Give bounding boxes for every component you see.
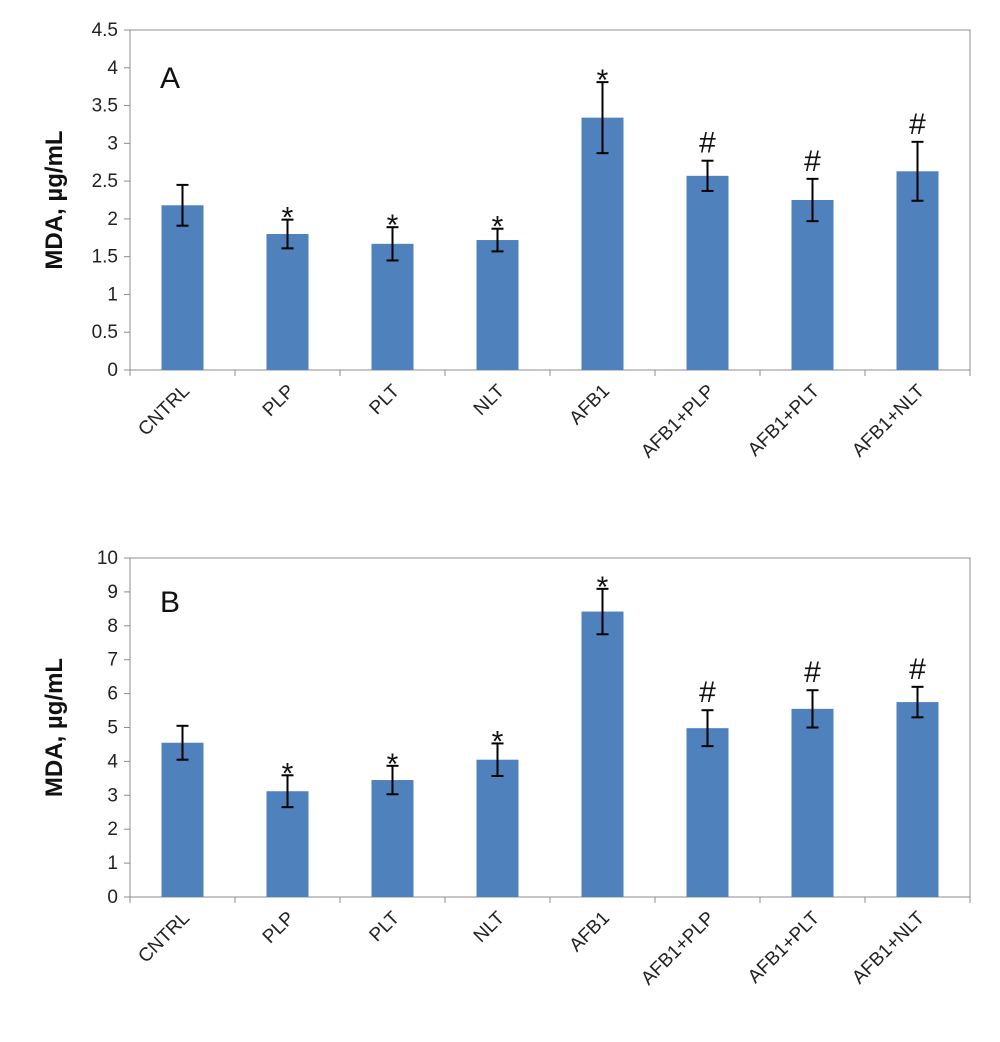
panel-a-y-tick-label: 3.5 <box>92 96 118 117</box>
panel-b-panel-label: B <box>160 586 180 619</box>
panel-a-category-label: PLP <box>259 381 299 421</box>
panel-a-category-label: NLT <box>470 380 510 420</box>
panel-a-significance-mark: * <box>387 209 399 242</box>
panel-b-y-tick-label: 10 <box>97 548 118 569</box>
panel-a-panel-label: A <box>160 62 180 95</box>
panel-b-significance-mark: # <box>909 653 926 686</box>
panel-b-category-label: AFB1 <box>566 908 614 956</box>
panel-b-category-label: NLT <box>470 907 510 947</box>
panel-b-category-label: AFB1+PLT <box>744 907 824 987</box>
panel-b-bar-cntrl <box>161 742 204 897</box>
panel-b-y-tick-label: 3 <box>107 785 118 806</box>
panel-b-significance-mark: * <box>282 757 294 790</box>
panel-b-bar-afb1-plt <box>791 708 834 897</box>
panel-b-bar-afb1-nlt <box>896 702 939 897</box>
panel-a-category-label: AFB1+PLT <box>744 380 824 460</box>
panel-a-bar-afb1-plp <box>686 175 729 370</box>
panel-b-bar-plt <box>371 780 414 897</box>
panel-b-y-tick-label: 1 <box>107 853 118 874</box>
panel-a-bar-nlt <box>476 240 519 370</box>
panel-a-category-label: AFB1+NLT <box>848 380 929 461</box>
panel-b-significance-mark: * <box>387 748 399 781</box>
panel-b-significance-mark: # <box>804 656 821 689</box>
panel-b-bar-plp <box>266 791 309 897</box>
panel-a-significance-mark: * <box>492 211 504 244</box>
panel-b-y-tick-label: 0 <box>107 887 118 908</box>
panel-b-y-tick-label: 6 <box>107 684 118 705</box>
panel-b-category-label: AFB1+PLP <box>637 908 719 990</box>
panel-b-y-axis-label: MDA, µg/mL <box>41 658 68 797</box>
panel-a-category-label: AFB1 <box>566 381 614 429</box>
panel-b-plot-frame <box>129 557 971 898</box>
panel-a-category-label: AFB1+PLP <box>637 381 719 463</box>
panel-a-y-tick-label: 2 <box>107 209 118 230</box>
panel-a-y-tick-label: 4.5 <box>92 20 118 41</box>
panel-b-y-tick-label: 5 <box>107 718 118 739</box>
panel-a-bar-afb1 <box>581 117 624 371</box>
panel-a-y-tick-label: 1.5 <box>92 247 118 268</box>
panel-b-significance-mark: * <box>492 725 504 758</box>
panel-b-category-label: PLT <box>366 907 405 946</box>
panel-b-y-tick-label: 2 <box>107 819 118 840</box>
panel-a-y-tick-label: 1 <box>107 284 118 305</box>
panel-a-plot-frame <box>129 29 971 371</box>
panel-a-bar-afb1-nlt <box>896 171 939 370</box>
panel-a-category-label: CNTRL <box>134 381 194 441</box>
panel-b-bar-afb1-plp <box>686 728 729 897</box>
panel-a-significance-mark: * <box>282 202 294 235</box>
panel-b-bar-nlt <box>476 759 519 897</box>
panel-a-y-tick-label: 4 <box>107 58 118 79</box>
panel-a-bar-plt <box>371 243 414 370</box>
panel-b-y-tick-label: 8 <box>107 616 118 637</box>
panel-b-y-tick-label: 7 <box>107 650 118 671</box>
panel-b-significance-mark: # <box>699 676 716 709</box>
panel-a-bar-afb1-plt <box>791 200 834 370</box>
panel-a-significance-mark: # <box>909 108 926 141</box>
panel-a-significance-mark: # <box>699 127 716 160</box>
panel-b-bar-afb1 <box>581 611 624 897</box>
panel-a-significance-mark: # <box>804 145 821 178</box>
panel-a-significance-mark: * <box>597 64 609 97</box>
panel-b-category-label: CNTRL <box>134 908 194 968</box>
panel-b-y-tick-label: 9 <box>107 582 118 603</box>
panel-a-bar-plp <box>266 234 309 370</box>
panel-a-y-tick-label: 0.5 <box>92 322 118 343</box>
panel-b-category-label: AFB1+NLT <box>848 907 929 988</box>
panel-a-y-axis-label: MDA, µg/mL <box>41 130 68 269</box>
panel-a-category-label: PLT <box>366 380 405 419</box>
panel-b-y-tick-label: 4 <box>107 751 118 772</box>
panel-a-y-tick-label: 3 <box>107 133 118 154</box>
panel-a-y-tick-label: 2.5 <box>92 171 118 192</box>
panel-a-y-tick-label: 0 <box>107 360 118 381</box>
panel-a-bar-cntrl <box>161 205 204 370</box>
panel-b-significance-mark: * <box>597 571 609 604</box>
panel-b-category-label: PLP <box>259 908 299 948</box>
